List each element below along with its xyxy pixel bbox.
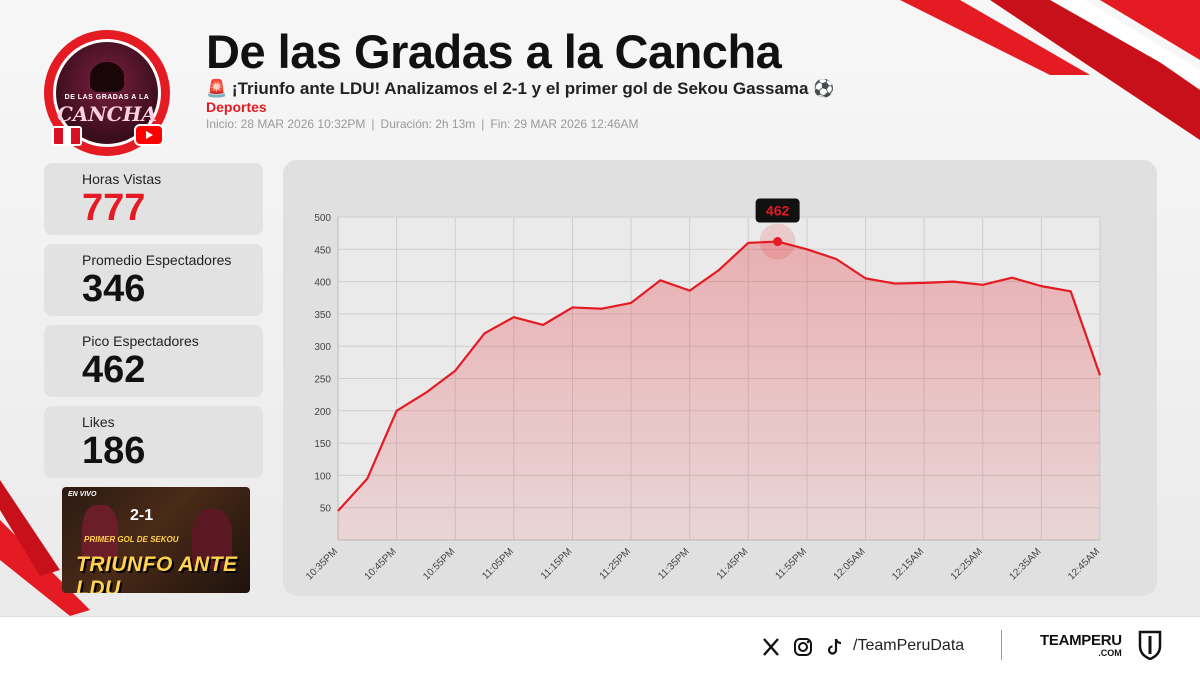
footer-bar <box>0 616 1200 675</box>
stream-title: 🚨 ¡Triunfo ante LDU! Analizamos el 2-1 y… <box>206 79 835 98</box>
corner-stripes-top-right <box>900 0 1200 140</box>
brand-logo: TEAMPERU .COM <box>1040 632 1122 658</box>
y-tick-label: 200 <box>314 407 331 418</box>
y-tick-label: 400 <box>314 278 331 289</box>
stat-value: 186 <box>82 430 146 472</box>
x-twitter-icon[interactable] <box>760 636 782 658</box>
y-tick-label: 350 <box>314 310 331 321</box>
stat-card-average-viewers: Promedio Espectadores 346 <box>44 244 263 316</box>
stream-thumbnail[interactable]: EN VIVO 2-1 PRIMER GOL DE SEKOU TRIUNFO … <box>62 487 250 593</box>
footer-divider <box>1001 630 1002 660</box>
youtube-icon <box>134 124 164 146</box>
stat-card-likes: Likes 186 <box>44 406 263 478</box>
x-tick-label: 11:35PM <box>656 546 692 582</box>
instagram-icon[interactable] <box>792 636 814 658</box>
y-tick-label: 450 <box>314 245 331 256</box>
siren-icon: 🚨 <box>206 79 228 98</box>
x-tick-label: 12:45AM <box>1066 546 1102 582</box>
x-tick-label: 12:15AM <box>890 546 926 582</box>
y-tick-label: 50 <box>320 504 332 515</box>
stream-meta: Inicio: 28 MAR 2026 10:32PM | Duración: 2h… <box>206 117 639 131</box>
x-tick-label: 10:35PM <box>304 546 340 582</box>
peru-flag-icon <box>52 126 82 146</box>
peak-label-box <box>755 198 800 223</box>
channel-logo: DE LAS GRADAS A LA CANCHA <box>44 30 170 156</box>
page-title: De las Gradas a la Cancha <box>206 25 782 78</box>
viewers-chart: 50 100 150 200 250 300 350 400 450 500 10:35PM 10:4… <box>304 198 1102 582</box>
x-tick-label: 11:25PM <box>598 546 634 582</box>
y-tick-label: 300 <box>314 342 331 353</box>
social-links <box>760 636 846 658</box>
logo-main-text: CANCHA <box>56 102 158 126</box>
x-tick-label: 11:55PM <box>773 546 809 582</box>
live-label: EN VIVO <box>68 491 97 498</box>
series-area <box>338 241 1100 540</box>
soccer-ball-icon: ⚽ <box>813 79 835 98</box>
x-tick-label: 10:55PM <box>421 546 457 582</box>
y-tick-label: 250 <box>314 375 331 386</box>
stat-card-hours-watched: Horas Vistas 777 <box>44 163 263 235</box>
peak-point <box>773 237 783 247</box>
thumbnail-headline: TRIUNFO ANTE LDU <box>76 553 238 593</box>
x-tick-label: 11:15PM <box>539 546 575 582</box>
x-tick-label: 12:25AM <box>949 546 985 582</box>
stat-value: 346 <box>82 268 146 310</box>
y-tick-label: 100 <box>314 471 331 482</box>
stat-label: Horas Vistas <box>82 171 162 187</box>
y-tick-label: 150 <box>314 439 331 450</box>
x-tick-label: 12:35AM <box>1007 546 1043 582</box>
stat-label: Likes <box>82 414 115 430</box>
x-tick-label: 11:45PM <box>715 546 751 582</box>
series-line <box>337 240 1102 512</box>
stat-card-peak-viewers: Pico Espectadores 462 <box>44 325 263 397</box>
thumbnail-small-text: PRIMER GOL DE SEKOU <box>84 535 179 544</box>
x-tick-label: 11:05PM <box>480 546 516 582</box>
duration: Duración: 2h 13m <box>380 117 476 131</box>
stat-value: 777 <box>82 187 146 229</box>
social-handle[interactable]: /TeamPeruData <box>853 637 965 654</box>
stat-label: Pico Espectadores <box>82 333 199 349</box>
tiktok-icon[interactable] <box>824 636 846 658</box>
thumbnail-score: 2-1 <box>130 507 154 524</box>
hooded-figure-icon <box>90 62 124 92</box>
start-time: Inicio: 28 MAR 2026 10:32PM <box>206 117 366 131</box>
peak-label: 462 <box>766 203 790 219</box>
y-tick-label: 500 <box>314 213 331 224</box>
x-tick-label: 12:05AM <box>832 546 868 582</box>
x-tick-label: 10:45PM <box>363 546 399 582</box>
logo-top-text: DE LAS GRADAS A LA <box>64 94 150 101</box>
stat-label: Promedio Espectadores <box>82 252 232 268</box>
stream-category: Deportes <box>206 99 267 115</box>
shield-icon <box>1138 630 1162 660</box>
end-time: Fin: 29 MAR 2026 12:46AM <box>490 117 639 131</box>
stat-value: 462 <box>82 349 146 391</box>
